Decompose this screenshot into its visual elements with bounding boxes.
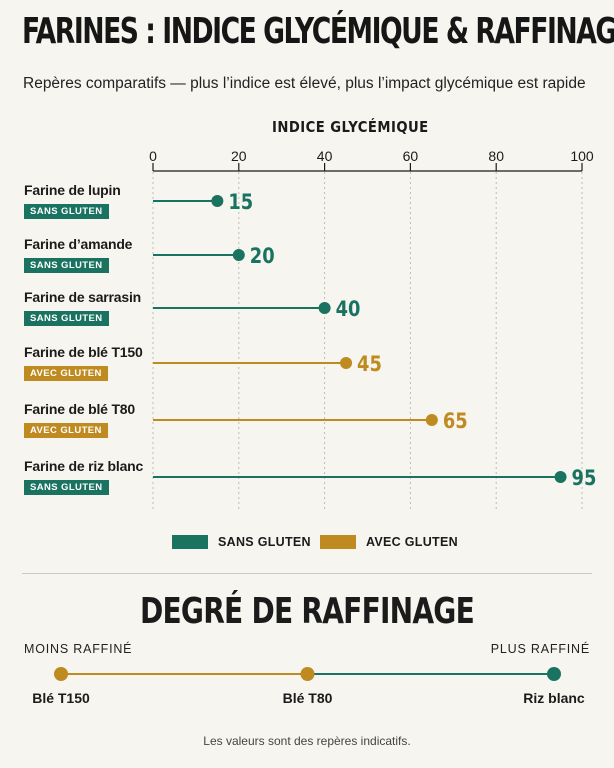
scale-point-label: Blé T150	[32, 690, 90, 706]
value-label: 65	[443, 409, 468, 434]
gluten-badge: SANS GLUTEN	[24, 480, 109, 495]
x-tick-label: 80	[488, 148, 504, 164]
page-subtitle: Repères comparatifs — plus l’indice est …	[23, 75, 586, 92]
row-label: Farine d’amande	[24, 236, 133, 252]
row-label: Farine de blé T150	[24, 344, 143, 360]
x-tick-label: 40	[317, 148, 333, 164]
scale-point	[300, 667, 315, 681]
row-label: Farine de blé T80	[24, 401, 135, 417]
raffinage-left-label: MOINS RAFFINÉ	[24, 642, 133, 656]
legend-label-avec-gluten: AVEC GLUTEN	[366, 535, 458, 549]
x-tick-label: 20	[231, 148, 247, 164]
legend-item-avec-gluten: AVEC GLUTEN	[320, 535, 458, 549]
lollipop-dot	[318, 302, 331, 314]
scale-point	[547, 667, 561, 681]
legend-swatch-avec-gluten	[320, 535, 356, 549]
value-label: 45	[357, 352, 382, 377]
scale-point-label: Blé T80	[282, 690, 333, 706]
footnote: Les valeurs sont des repères indicatifs.	[203, 734, 411, 748]
row-label: Farine de sarrasin	[24, 289, 142, 305]
raffinage-right-label: PLUS RAFFINÉ	[490, 642, 590, 656]
scale-point	[54, 667, 68, 681]
value-label: 40	[336, 297, 361, 322]
gluten-badge: SANS GLUTEN	[24, 258, 109, 273]
legend-label-sans-gluten: SANS GLUTEN	[218, 535, 311, 549]
lollipop-dot	[340, 357, 353, 369]
x-tick-label: 0	[149, 148, 157, 164]
x-axis-title: INDICE GLYCÉMIQUE	[272, 118, 429, 136]
lollipop-dot	[425, 414, 438, 426]
lollipop-dot	[554, 471, 567, 483]
scale-point-label: Riz blanc	[523, 690, 585, 706]
lollipop-dot	[211, 195, 224, 207]
lollipop-dot	[232, 249, 245, 261]
raffinage-title: DEGRÉ DE RAFFINAGE	[140, 591, 475, 632]
row-label: Farine de lupin	[24, 182, 121, 198]
x-tick-label: 60	[403, 148, 419, 164]
x-tick-label: 100	[570, 148, 594, 164]
gluten-badge: SANS GLUTEN	[24, 311, 109, 326]
gluten-badge: AVEC GLUTEN	[24, 423, 108, 438]
legend-item-sans-gluten: SANS GLUTEN	[172, 535, 311, 549]
section-divider	[22, 573, 592, 574]
value-label: 20	[250, 244, 275, 269]
value-label: 15	[228, 190, 253, 215]
gluten-badge: AVEC GLUTEN	[24, 366, 108, 381]
value-label: 95	[572, 466, 597, 491]
gluten-badge: SANS GLUTEN	[24, 204, 109, 219]
row-label: Farine de riz blanc	[24, 458, 144, 474]
legend-swatch-sans-gluten	[172, 535, 208, 549]
